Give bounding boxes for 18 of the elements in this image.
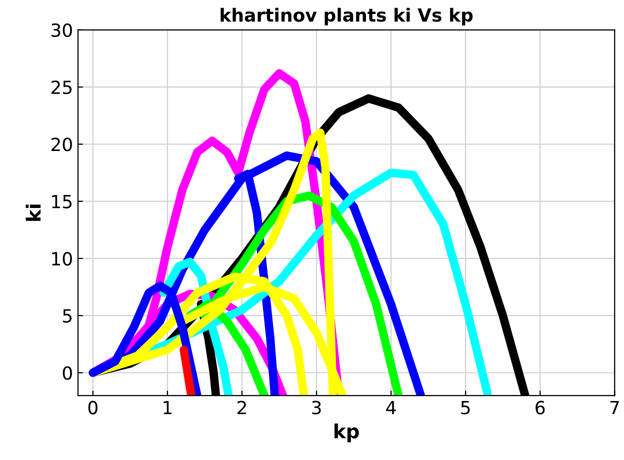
x-tick-label: 2 <box>238 400 246 414</box>
x-tick-label: 1 <box>164 401 172 414</box>
y-tick-label: 5 <box>63 309 72 323</box>
x-tick-label: 3 <box>312 400 321 414</box>
y-tick-label: 15 <box>52 195 72 208</box>
x-tick-label: 6 <box>536 400 545 414</box>
y-tick-label: 25 <box>51 80 72 94</box>
y-tick-label: 10 <box>52 252 72 266</box>
x-axis-title: kp <box>334 423 359 442</box>
y-tick-label: 20 <box>51 138 72 152</box>
x-tick-label: 7 <box>610 401 619 414</box>
y-axis-title: ki <box>26 204 41 221</box>
x-tick-label: 5 <box>461 401 470 414</box>
y-tick-label: 30 <box>52 23 72 38</box>
x-tick-label: 4 <box>386 401 396 414</box>
chart-title: khartinov plants ki Vs kp <box>220 8 473 26</box>
x-tick-label: 0 <box>88 400 98 414</box>
y-tick-label: 0 <box>62 366 72 380</box>
